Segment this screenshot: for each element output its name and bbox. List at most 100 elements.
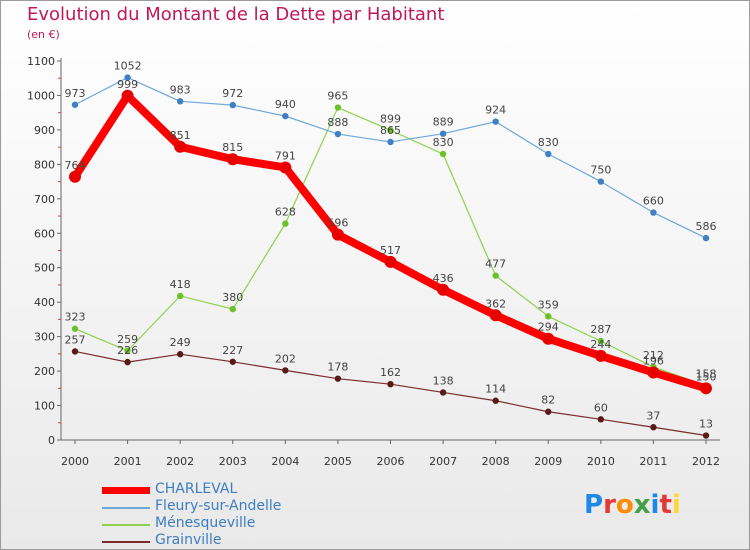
data-label-fleury-sur-andelle: 940 [275,98,296,111]
logo-letter: x [633,490,651,520]
data-point-charleval [331,228,344,241]
data-label-grainville: 138 [433,374,454,387]
data-point-fleury-sur-andelle [702,234,710,242]
data-label-menesqueville: 380 [222,291,243,304]
data-point-charleval [121,89,134,102]
y-tick-label: 300 [34,331,55,344]
data-point-grainville [492,397,499,404]
data-label-menesqueville: 287 [590,323,611,336]
proxiti-logo: Proxiti [584,490,681,520]
y-tick-label: 700 [34,193,55,206]
data-point-grainville [702,432,710,439]
data-label-charleval: 596 [327,217,348,230]
data-point-grainville [71,348,79,355]
data-point-menesqueville [439,150,447,158]
legend-label: CHARLEVAL [155,481,238,497]
data-point-charleval [594,349,607,362]
data-point-grainville [439,389,447,396]
data-label-menesqueville: 628 [275,206,296,219]
x-tick-label: 2005 [324,455,352,468]
data-label-charleval: 150 [696,370,717,383]
data-point-menesqueville [176,292,184,300]
y-tick-label: 400 [34,296,55,309]
data-point-fleury-sur-andelle [124,74,131,81]
data-label-menesqueville: 359 [538,298,559,311]
series-line-fleury-sur-andelle [74,76,707,239]
data-point-charleval [384,255,397,268]
data-label-charleval: 362 [485,297,506,310]
y-tick-label: 900 [34,124,55,137]
legend-swatch [102,541,150,543]
x-tick-label: 2011 [639,455,667,468]
data-point-menesqueville [387,127,394,134]
chart-subtitle: (en €) [27,28,60,41]
y-tick-label: 0 [48,434,55,447]
legend-label: Fleury-sur-Andelle [155,498,282,514]
data-label-charleval: 294 [538,321,559,334]
data-point-fleury-sur-andelle [492,118,499,125]
x-tick-label: 2012 [692,455,720,468]
data-label-fleury-sur-andelle: 660 [643,195,664,208]
x-tick-label: 2010 [587,455,615,468]
y-tick-label: 1000 [27,89,55,102]
data-label-menesqueville: 323 [65,311,86,324]
y-tick-label: 1100 [27,55,55,68]
legend-label: Ménesqueville [155,515,256,531]
data-label-grainville: 226 [117,344,138,357]
data-point-grainville [282,367,289,374]
data-point-grainville [334,375,342,382]
data-label-grainville: 82 [541,394,555,407]
data-label-grainville: 13 [699,418,713,431]
logo-letter: o [615,490,634,520]
data-label-fleury-sur-andelle: 924 [485,104,506,117]
data-point-grainville [176,351,184,358]
data-point-charleval [437,283,450,296]
data-point-fleury-sur-andelle [71,101,79,108]
data-label-fleury-sur-andelle: 586 [696,220,717,233]
data-label-grainville: 114 [485,383,506,396]
data-label-grainville: 257 [65,333,86,346]
data-label-menesqueville: 158 [696,368,717,381]
data-label-menesqueville: 418 [170,278,191,291]
data-point-fleury-sur-andelle [597,178,605,185]
data-point-grainville [650,424,657,431]
data-label-charleval: 244 [590,338,611,351]
legend-label: Grainville [155,532,222,548]
data-point-grainville [545,408,552,415]
data-point-charleval [647,366,660,379]
data-label-charleval: 436 [433,272,454,285]
data-label-grainville: 202 [275,352,296,365]
data-point-fleury-sur-andelle [334,130,342,138]
data-label-fleury-sur-andelle: 972 [222,87,243,100]
data-point-menesqueville [71,325,79,332]
data-point-fleury-sur-andelle [229,101,236,109]
x-tick-label: 2003 [219,455,247,468]
data-label-grainville: 37 [646,409,660,422]
data-point-grainville [387,380,394,388]
data-point-charleval [226,153,239,166]
data-label-menesqueville: 830 [433,136,454,149]
data-point-fleury-sur-andelle [176,98,184,105]
data-point-grainville [124,358,131,366]
data-label-fleury-sur-andelle: 1052 [114,60,142,73]
y-tick-label: 800 [34,158,55,171]
data-label-grainville: 60 [594,401,608,414]
data-label-charleval: 196 [643,354,664,367]
data-point-grainville [229,358,236,365]
data-point-menesqueville [334,104,342,111]
data-point-charleval [700,382,712,395]
legend-swatch [102,524,150,526]
y-tick-label: 100 [34,400,55,413]
data-point-fleury-sur-andelle [439,130,447,137]
data-label-grainville: 227 [222,344,243,357]
x-tick-label: 2009 [534,455,562,468]
x-tick-label: 2006 [377,455,405,468]
data-label-charleval: 851 [170,129,191,142]
data-point-grainville [597,416,605,423]
data-label-charleval: 999 [117,78,138,91]
x-tick-label: 2004 [271,455,299,468]
data-point-charleval [542,332,555,345]
data-label-menesqueville: 965 [327,90,348,103]
data-point-fleury-sur-andelle [387,138,394,146]
data-label-charleval: 815 [222,141,243,154]
